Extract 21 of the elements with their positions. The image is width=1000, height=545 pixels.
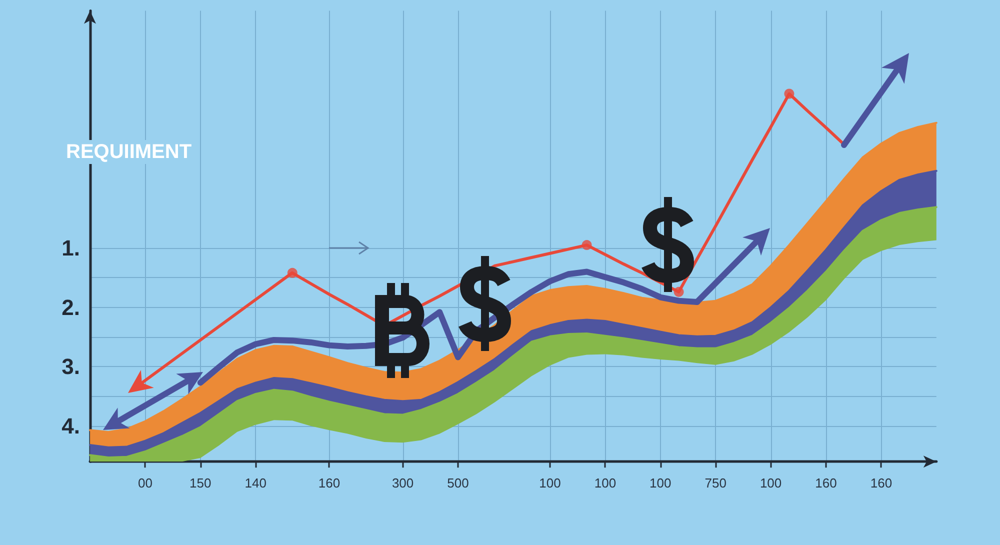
y-tick-label: 1.	[62, 236, 80, 261]
x-tick-label: 500	[447, 476, 469, 491]
x-tick-label: 100	[760, 476, 782, 491]
x-tick-label: 140	[244, 476, 266, 491]
text: REQUIIMENT	[66, 141, 192, 163]
y-tick-label: 3.	[62, 354, 80, 380]
x-tick-label: 00	[138, 476, 152, 491]
y-tick-label: 4.	[62, 414, 80, 439]
point	[784, 88, 794, 99]
x-tick-label: 750	[704, 476, 726, 491]
x-tick-label: 100	[594, 476, 616, 491]
x-tick-label: 100	[539, 476, 561, 491]
x-tick-label: 160	[870, 476, 892, 491]
x-tick-label: 300	[392, 476, 414, 491]
point	[674, 286, 684, 297]
x-tick-label: 100	[650, 476, 672, 491]
x-tick-label: 160	[318, 476, 340, 491]
x-tick-label: 160	[815, 476, 837, 491]
x-tick-label: 150	[190, 476, 212, 491]
point	[582, 240, 592, 250]
y-tick-label: 2.	[62, 294, 80, 320]
